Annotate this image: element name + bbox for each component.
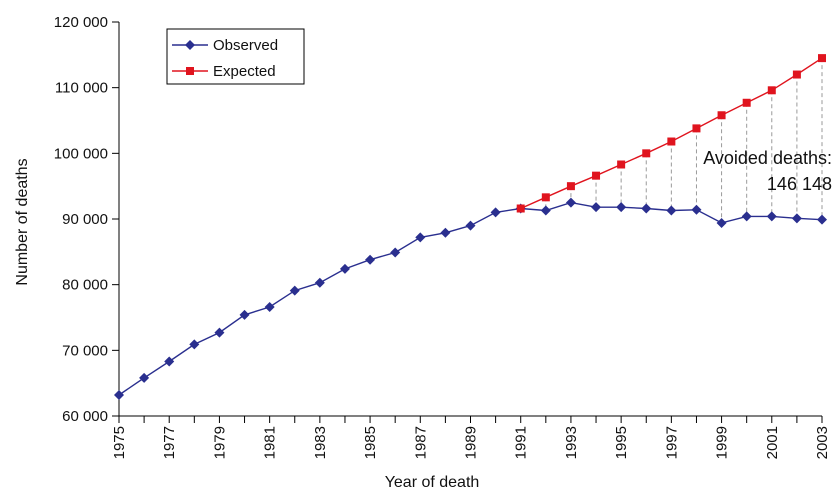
x-tick-label: 2001 [764,426,781,459]
x-tick-label: 1981 [262,426,279,459]
observed-point [666,205,677,216]
observed-point [114,389,124,400]
observed-point [716,217,727,228]
observed-point [591,202,602,213]
observed-point [440,227,451,238]
x-tick-label: 1975 [111,426,128,459]
expected-point [742,98,751,107]
expected-point [667,137,676,146]
observed-point [565,197,576,208]
observed-point [817,214,827,225]
y-tick-label: 90 000 [62,211,108,228]
observed-point [214,327,225,338]
x-tick-label: 1987 [412,426,429,459]
y-tick-label: 120 000 [54,14,108,31]
expected-point [692,124,701,133]
expected-point [617,160,626,169]
observed-point [415,232,426,243]
series-layer [114,54,827,400]
legend-expected-marker [186,67,194,75]
expected-point [541,193,550,202]
annotation-line-1: Avoided deaths: [703,148,832,168]
annotation-line-2: 146 148 [767,174,832,194]
expected-point [642,149,651,158]
x-tick-label: 1977 [161,426,178,459]
observed-point [490,207,501,218]
x-tick-label: 2003 [814,426,831,459]
x-axis-title: Year of death [385,474,480,491]
observed-point [741,211,752,222]
x-tick-label: 1985 [362,426,379,459]
x-tick-label: 1997 [663,426,680,459]
x-tick-label: 1989 [463,426,480,459]
observed-point [766,211,777,222]
expected-point [516,204,525,213]
expected-point [818,54,826,63]
observed-point [390,247,401,258]
expected-point [566,182,575,191]
legend-expected-label: Expected [213,63,276,80]
y-tick-label: 60 000 [62,408,108,425]
x-tick-label: 1993 [563,426,580,459]
y-tick-label: 110 000 [55,80,108,97]
observed-point [365,254,376,265]
legend-observed-label: Observed [213,37,278,54]
y-tick-label: 100 000 [54,145,108,162]
observed-point [164,356,175,367]
observed-point [339,263,350,274]
expected-point [592,171,601,180]
y-tick-label: 80 000 [62,277,108,294]
observed-point [289,285,300,296]
legend: Observed Expected [166,28,305,85]
observed-point [264,301,275,312]
observed-point [189,339,200,350]
observed-point [616,202,627,213]
x-tick-label: 1991 [513,426,530,459]
avoided-deaths-droplines [545,58,823,223]
observed-point [139,372,150,383]
y-axis-title: Number of deaths [14,158,31,285]
expected-point [792,70,801,79]
observed-point [239,309,250,320]
legend-observed-marker [185,40,195,50]
observed-point [465,220,476,231]
x-tick-label: 1995 [613,426,630,459]
observed-line [118,201,823,396]
observed-point [314,277,325,288]
x-tick-label: 1979 [211,426,228,459]
x-tick-label: 1983 [312,426,329,459]
expected-point [717,111,726,120]
observed-point [641,203,652,214]
x-tick-label: 1999 [714,426,731,459]
observed-point [691,204,702,215]
y-tick-label: 70 000 [62,342,108,359]
observed-point [540,205,551,216]
axes: 60 000 70 000 80 000 90 000 100 000 110 000 12… [54,14,831,459]
expected-point [767,86,776,95]
observed-point [791,213,802,224]
